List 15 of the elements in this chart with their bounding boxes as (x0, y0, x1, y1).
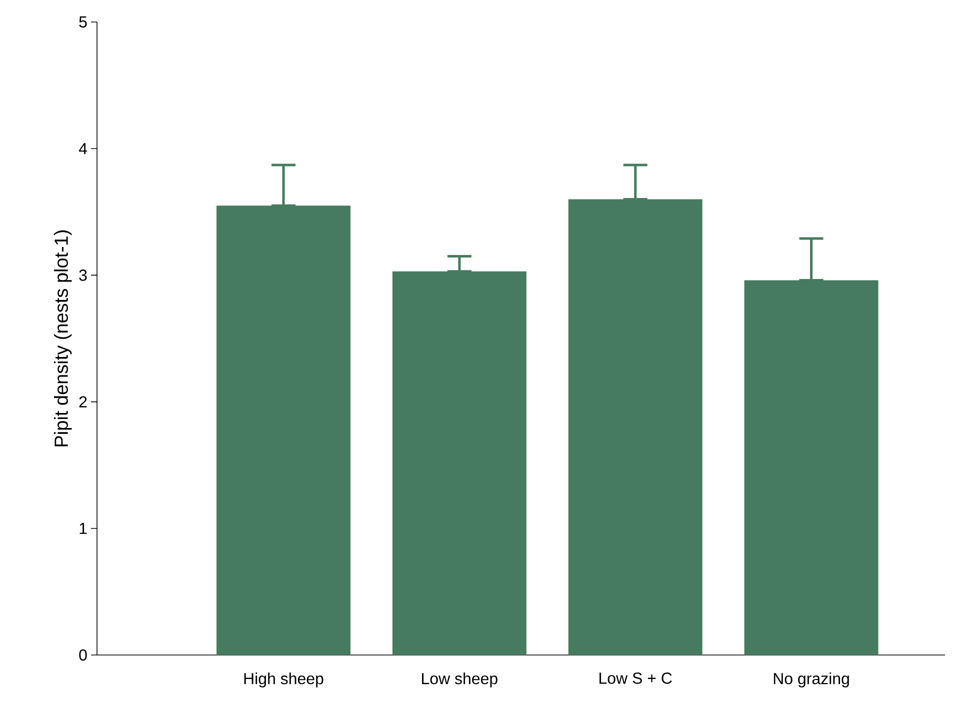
y-tick-label: 3 (79, 270, 87, 281)
bar (744, 280, 878, 655)
x-tick-label: No grazing (774, 672, 849, 688)
x-tick-label: Low sheep (422, 672, 498, 688)
bar (216, 206, 350, 655)
bar (568, 199, 702, 655)
x-tick-label: High sheep (244, 672, 324, 688)
y-tick-label: 4 (78, 143, 87, 154)
y-tick-label: 5 (79, 16, 87, 28)
bar (392, 271, 526, 655)
y-axis-title: Pipit density (nests plot-1) (54, 230, 72, 446)
y-tick-label: 1 (80, 522, 87, 534)
y-tick-label: 0 (79, 649, 87, 661)
y-tick-label: 2 (79, 396, 87, 408)
x-tick-label: Low S + C (600, 672, 672, 684)
